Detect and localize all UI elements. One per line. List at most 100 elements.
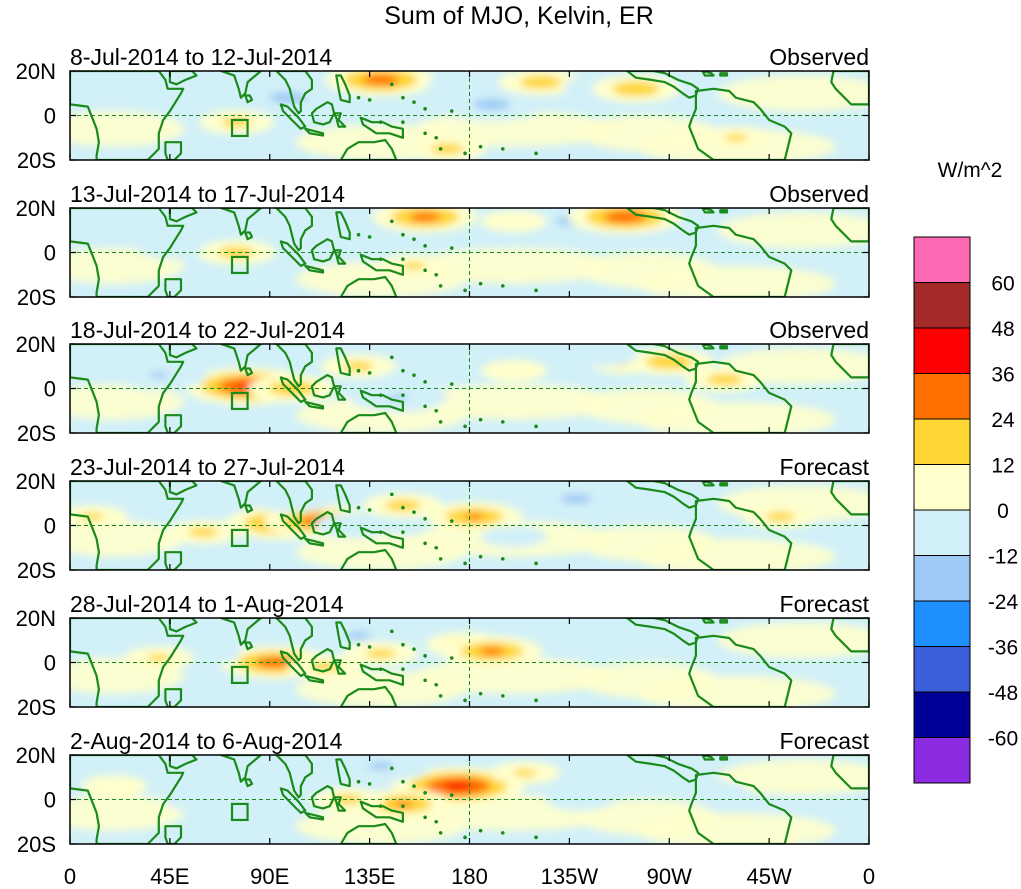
island-marker <box>423 107 427 111</box>
anomaly-blob <box>191 89 215 98</box>
reference-box <box>230 255 249 275</box>
coastline <box>279 240 307 267</box>
island-marker <box>378 667 383 671</box>
island-marker <box>463 561 467 566</box>
coastline <box>688 634 793 707</box>
panel-status: Forecast <box>780 728 870 754</box>
coastline <box>339 548 398 570</box>
map-panel: 20N 0 20S 23-Jul-2014 to 27-Jul-2014 Forecas… <box>16 454 870 583</box>
coastline <box>279 513 307 540</box>
y-tick-label: 20N <box>16 332 56 357</box>
coastline <box>333 522 347 538</box>
panel-status: Forecast <box>780 591 870 617</box>
coastline <box>830 208 869 243</box>
coastline <box>164 278 183 297</box>
coastline <box>335 74 351 104</box>
island-marker <box>449 793 454 797</box>
coastline <box>244 367 254 377</box>
coastline <box>279 376 307 403</box>
y-tick-label: 20N <box>16 743 56 768</box>
anomaly-blob <box>280 222 304 230</box>
anomaly-blob <box>560 494 592 504</box>
coastline <box>359 116 404 139</box>
island-marker <box>423 131 427 136</box>
coastline <box>168 481 198 496</box>
island-marker <box>500 284 505 288</box>
x-tick-label: 135W <box>541 864 599 889</box>
island-marker <box>434 545 439 550</box>
coastline <box>164 688 183 707</box>
coastline <box>701 71 715 77</box>
colorbar-label: 12 <box>991 455 1014 478</box>
coastline <box>359 663 404 686</box>
colorbar-swatch <box>913 236 971 283</box>
anomaly-blob <box>612 81 660 97</box>
anomaly-blob <box>568 640 593 649</box>
island-marker <box>401 120 405 124</box>
island-marker <box>356 368 361 373</box>
anomaly-background-blob <box>717 622 869 659</box>
island-marker <box>463 835 467 840</box>
coastline <box>304 264 325 274</box>
colorbar-label: 24 <box>991 409 1015 432</box>
coastline <box>168 618 198 633</box>
coastline <box>168 755 198 770</box>
island-marker <box>478 691 483 696</box>
x-tick-label: 135E <box>344 864 395 889</box>
x-tick-label: 45E <box>150 864 189 889</box>
island-marker <box>378 257 383 261</box>
coastline <box>339 138 398 160</box>
anomaly-blob <box>480 210 547 233</box>
coastline <box>335 621 351 651</box>
island-marker <box>449 382 454 386</box>
y-tick-label: 20S <box>17 558 56 583</box>
coastline <box>719 482 729 487</box>
colorbar-label: 60 <box>991 273 1014 296</box>
anomaly-blob <box>218 246 255 259</box>
island-marker <box>390 355 394 360</box>
colorbar-swatch <box>913 327 971 374</box>
colorbar-label: 36 <box>991 364 1014 387</box>
map-panel: 20N 0 20S 18-Jul-2014 to 22-Jul-2014 Observe… <box>16 317 870 446</box>
anomaly-blob <box>519 75 562 89</box>
coastline <box>333 659 347 675</box>
anomaly-blob <box>680 779 747 802</box>
colorbar-label: -36 <box>988 637 1018 660</box>
anomaly-background-blob <box>413 657 614 694</box>
colorbar-swatch <box>913 646 971 693</box>
coastline <box>359 526 404 549</box>
panel-date-range: 2-Aug-2014 to 6-Aug-2014 <box>70 728 343 754</box>
island-marker <box>438 831 443 835</box>
island-marker <box>500 147 505 151</box>
colorbar-swatch <box>913 555 971 602</box>
anomaly-blob <box>393 800 413 807</box>
y-tick-label: 20S <box>17 148 56 173</box>
island-marker <box>401 95 405 100</box>
island-marker <box>449 246 454 250</box>
island-marker <box>463 288 467 293</box>
panel-date-range: 18-Jul-2014 to 22-Jul-2014 <box>70 317 345 343</box>
y-tick-label: 0 <box>44 241 56 266</box>
coastline <box>304 537 325 547</box>
colorbar-swatch <box>913 282 971 329</box>
anomaly-blob <box>636 629 703 652</box>
island-marker <box>434 819 439 824</box>
y-tick-label: 0 <box>44 651 56 676</box>
coastline <box>164 141 183 160</box>
coastline <box>339 275 398 297</box>
coastline <box>164 825 183 844</box>
anomaly-blob <box>765 511 796 522</box>
coastline <box>275 755 313 799</box>
island-marker <box>412 373 416 377</box>
anomaly-blob <box>430 143 464 155</box>
colorbar-swatch <box>913 737 971 784</box>
coastline <box>304 674 325 684</box>
island-marker <box>534 424 538 429</box>
coastline <box>626 208 700 236</box>
anomaly-blob <box>480 525 547 548</box>
island-marker <box>401 368 405 373</box>
coastline <box>339 411 398 433</box>
island-marker <box>463 424 467 429</box>
coastline <box>244 231 254 241</box>
coastline <box>70 344 185 433</box>
